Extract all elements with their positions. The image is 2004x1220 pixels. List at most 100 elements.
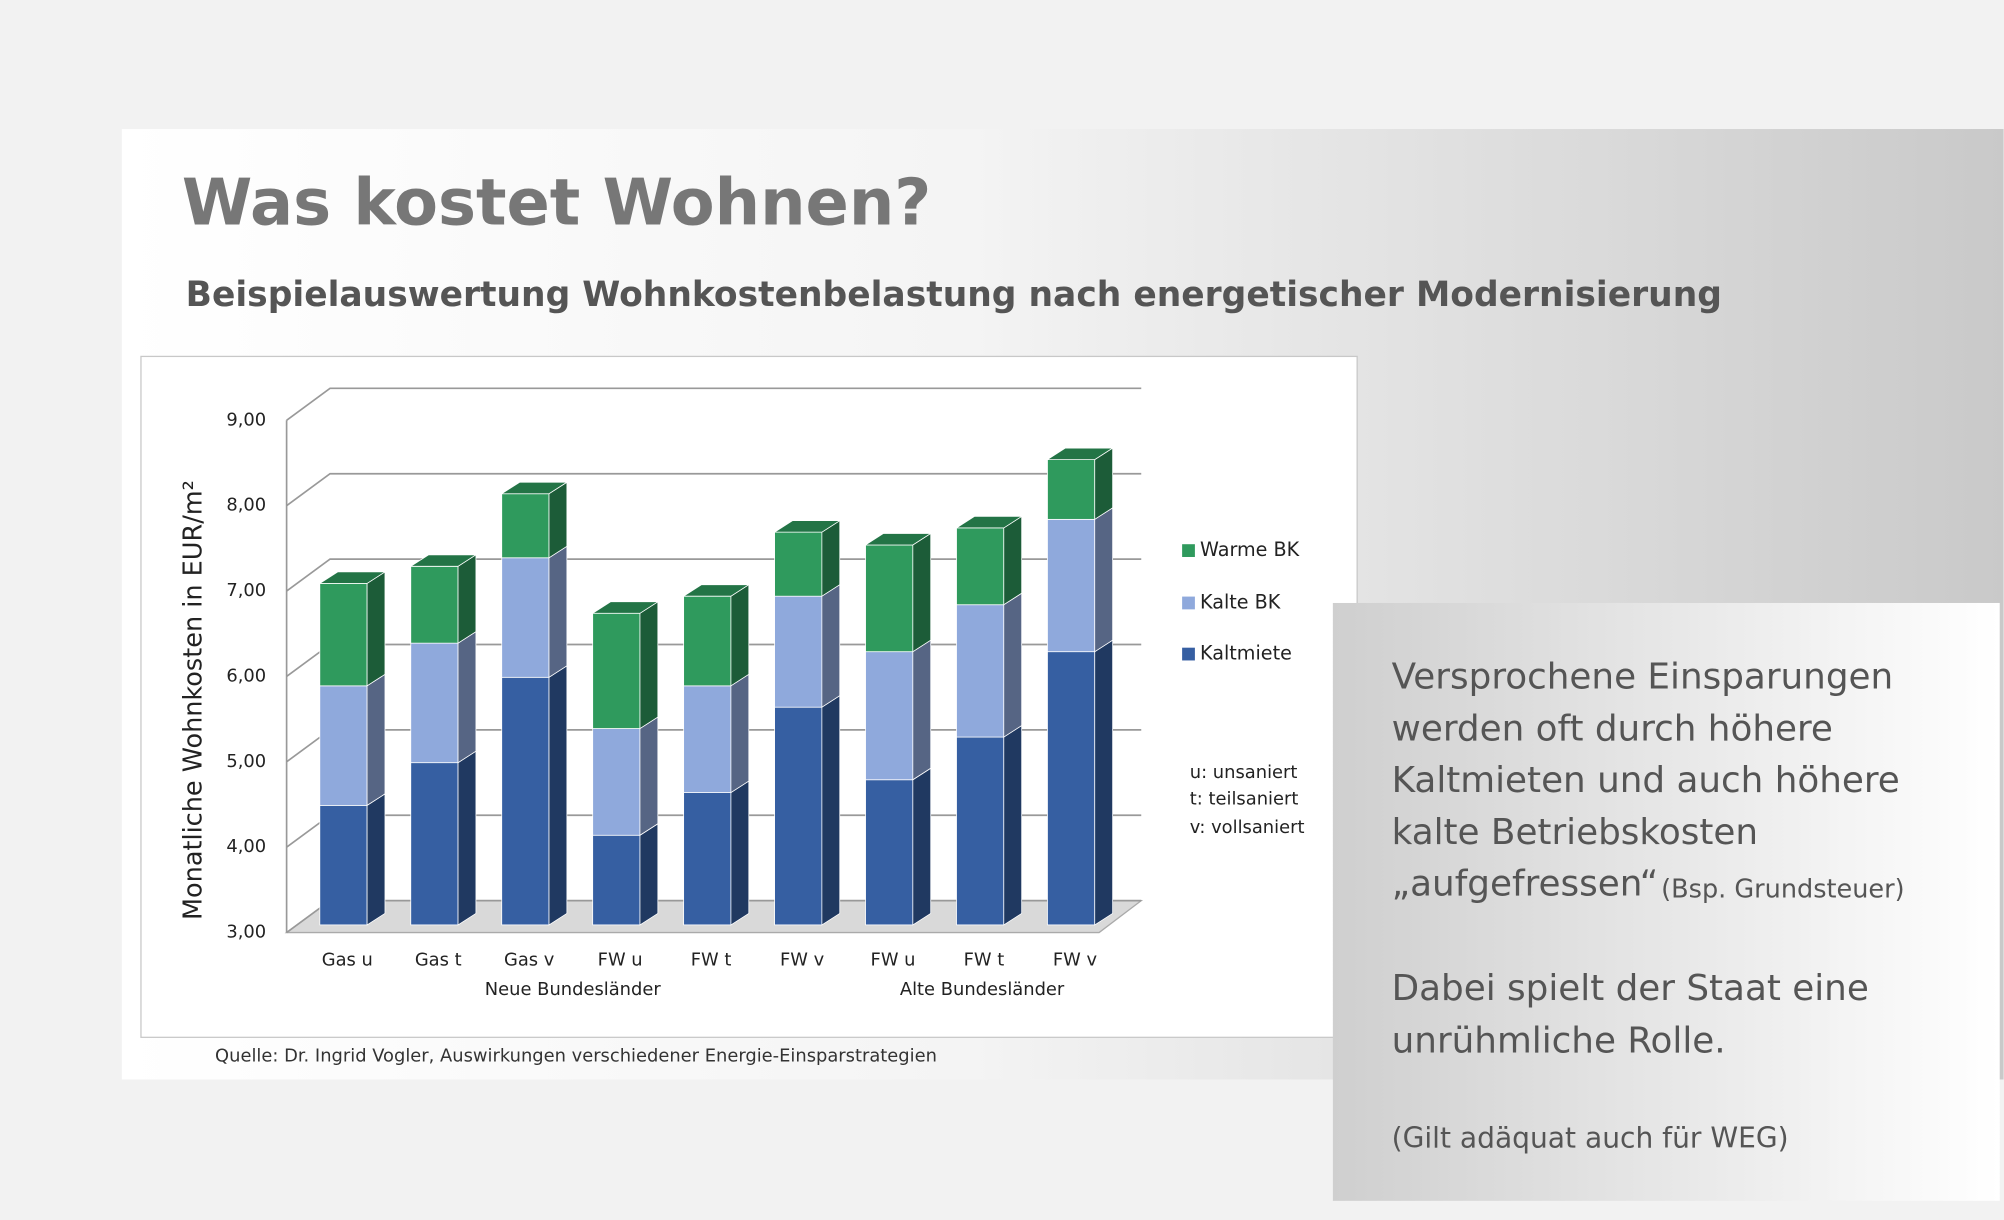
bar-side	[730, 780, 750, 926]
bar-side	[366, 793, 386, 926]
bar-segment	[774, 531, 823, 597]
bar-segment	[410, 642, 459, 764]
box-aside: (Bsp. Grundsteuer)	[1661, 874, 1904, 904]
bar-top	[409, 554, 478, 567]
bar-side	[912, 767, 932, 926]
box-line: kalte Betriebskosten	[1392, 812, 1758, 853]
grid-line	[286, 472, 1142, 507]
bar-side	[730, 673, 750, 794]
box-line: werden oft durch höhere	[1392, 709, 1833, 750]
bar-segment	[683, 685, 732, 793]
legend-swatch	[1182, 596, 1195, 610]
bar-side	[366, 673, 386, 807]
bar-side	[730, 583, 750, 687]
bar-side	[639, 823, 659, 926]
bar-side	[548, 665, 568, 926]
bar-side	[1094, 639, 1114, 926]
box-text: Versprochene Einsparungen werden oft dur…	[1392, 656, 1905, 1154]
box-footnote: (Gilt adäquat auch für WEG)	[1392, 1122, 1789, 1155]
bar-segment	[1047, 518, 1096, 653]
bar-side	[821, 519, 841, 597]
bar-segment	[774, 706, 823, 926]
source: Quelle: Dr. Ingrid Vogler, Auswirkungen …	[215, 1045, 937, 1066]
y-tick-label: 9,00	[226, 409, 266, 430]
legend-label: Warme BK	[1200, 538, 1300, 561]
bar-side	[912, 532, 932, 653]
bar-segment	[683, 792, 732, 926]
bar-segment	[319, 685, 368, 806]
x-tick-label: FW t	[691, 950, 732, 971]
bar-side	[1094, 447, 1114, 521]
subtitle: Beispielauswertung Wohnkostenbelastung n…	[186, 275, 1722, 315]
legend-label: Kaltmiete	[1200, 642, 1292, 665]
x-tick-label: FW v	[780, 950, 825, 971]
bar-top	[500, 481, 569, 495]
y-tick-label: 5,00	[226, 751, 266, 772]
bar-top	[318, 571, 387, 584]
bar-side	[1003, 724, 1023, 926]
y-axis-label: Monatliche Wohnkosten in EUR/m²	[179, 480, 209, 920]
bar-segment	[319, 804, 368, 926]
bar-top	[591, 601, 660, 614]
bar-segment	[501, 493, 550, 559]
box-line: Kaltmieten und auch höhere	[1392, 760, 1900, 801]
bar-segment	[501, 557, 550, 678]
group-label: Neue Bundesländer	[485, 979, 662, 1000]
bar-side	[457, 750, 477, 926]
y-tick-label: 3,00	[226, 922, 266, 943]
x-tick-label: Gas u	[322, 950, 373, 971]
bar-side	[912, 639, 932, 781]
bar-segment	[410, 565, 459, 644]
bar-segment	[956, 736, 1005, 926]
grid-line	[286, 387, 1142, 421]
bar-segment	[410, 762, 459, 926]
x-tick-label: Gas t	[415, 950, 462, 971]
bar-top	[1046, 447, 1114, 460]
x-tick-label: FW t	[964, 950, 1005, 971]
bar-segment	[683, 595, 732, 687]
bar-top	[773, 520, 842, 533]
bar-side	[1094, 507, 1114, 653]
bar-side	[821, 583, 841, 708]
x-tick-label: FW v	[1053, 950, 1098, 971]
note: t: teilsaniert	[1190, 789, 1299, 810]
bar-segment	[592, 612, 641, 729]
box-line: unrühmliche Rolle.	[1392, 1020, 1726, 1061]
bar-side	[639, 716, 659, 836]
bar-segment	[1047, 651, 1096, 926]
x-tick-label: FW u	[871, 950, 916, 971]
y-tick-label: 8,00	[226, 495, 266, 516]
bar-top	[864, 533, 933, 546]
bar-side	[1003, 592, 1023, 738]
bar-side	[548, 545, 568, 679]
x-tick-label: FW u	[598, 950, 643, 971]
bar-segment	[865, 779, 914, 926]
legend-label: Kalte BK	[1200, 590, 1281, 613]
bar-segment	[1047, 459, 1096, 520]
box-line: Dabei spielt der Staat eine	[1392, 968, 1869, 1009]
bar-segment	[956, 604, 1005, 738]
bar-top	[955, 516, 1023, 529]
bar-side	[639, 601, 659, 730]
bar-segment	[319, 583, 368, 687]
bar-side	[548, 481, 568, 559]
bar-segment	[865, 651, 914, 781]
bar-side	[366, 571, 386, 687]
bar-segment	[592, 728, 641, 836]
y-tick-label: 7,00	[226, 580, 266, 601]
y-tick-label: 4,00	[226, 836, 266, 857]
box-line: „aufgefressen“	[1392, 863, 1659, 904]
legend-swatch	[1182, 647, 1195, 661]
bar-side	[821, 694, 841, 926]
bar-segment	[501, 676, 550, 926]
title: Was kostet Wohnen?	[182, 167, 932, 241]
bar-segment	[865, 544, 914, 653]
bar-side	[457, 630, 477, 764]
legend-swatch	[1182, 544, 1195, 557]
bar-segment	[592, 834, 641, 926]
group-label: Alte Bundesländer	[900, 979, 1065, 1000]
bar-side	[1003, 515, 1023, 606]
x-tick-label: Gas v	[504, 950, 555, 971]
